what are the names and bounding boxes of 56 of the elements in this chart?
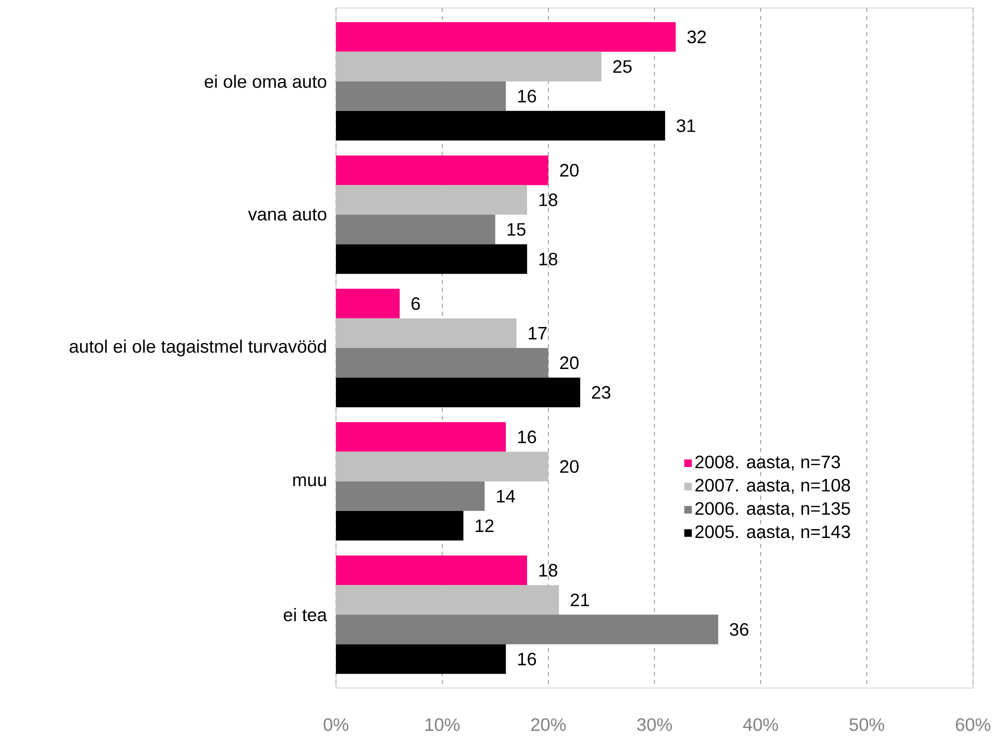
bar — [336, 155, 548, 186]
x-tick-label: 60% — [956, 718, 990, 731]
legend-label: 2008. aasta, n=73 — [695, 456, 840, 470]
x-tick-label: 50% — [850, 718, 884, 731]
legend-label: 2005. aasta, n=143 — [695, 525, 850, 540]
bar — [336, 510, 464, 541]
bar — [336, 185, 528, 215]
data-label: 18 — [539, 564, 558, 577]
data-label: 16 — [518, 430, 536, 444]
legend-label: 2007. aasta, n=108 — [695, 478, 850, 494]
data-label: 14 — [496, 490, 516, 502]
bar — [336, 452, 548, 482]
bar — [336, 481, 485, 511]
bar — [336, 348, 548, 378]
data-label: 12 — [476, 519, 494, 532]
bar — [336, 22, 676, 52]
bar — [336, 644, 506, 674]
bar — [336, 585, 559, 615]
data-label: 20 — [560, 164, 579, 177]
bar — [336, 214, 496, 244]
data-label: 6 — [412, 297, 420, 310]
bar — [336, 318, 516, 348]
bar — [336, 52, 602, 82]
x-tick-label: 0% — [324, 718, 348, 731]
data-label: 23 — [592, 386, 610, 399]
data-label: 25 — [613, 60, 632, 73]
y-tick-label: ei tea — [284, 608, 328, 622]
data-label: 16 — [518, 652, 536, 666]
data-label: 15 — [508, 223, 526, 236]
bar — [336, 81, 506, 111]
bar — [336, 555, 528, 586]
data-label: 36 — [730, 623, 748, 636]
data-label: 18 — [539, 193, 558, 206]
legend-label: 2006. aasta, n=135 — [695, 502, 850, 517]
data-label: 16 — [518, 90, 536, 102]
bar — [336, 614, 718, 644]
data-label: 17 — [528, 327, 547, 340]
bar — [336, 378, 580, 408]
y-tick-label: vana auto — [248, 208, 326, 221]
y-tick-label: autol ei ole tagaistmel turvavööd — [70, 340, 326, 356]
bar — [336, 422, 506, 452]
x-tick-label: 20% — [531, 718, 566, 731]
bar — [336, 110, 666, 141]
data-label: 32 — [687, 30, 706, 44]
x-tick-label: 40% — [743, 718, 778, 731]
x-tick-label: 30% — [637, 718, 672, 731]
data-label: 20 — [560, 356, 579, 370]
y-tick-label: muu — [293, 476, 326, 486]
x-tick-label: 10% — [426, 718, 460, 731]
bar — [336, 288, 400, 318]
data-label: 18 — [539, 252, 558, 266]
bar — [336, 244, 528, 274]
y-tick-label: ei ole oma auto — [204, 74, 326, 88]
data-label: 31 — [676, 119, 696, 132]
data-label: 21 — [570, 594, 590, 606]
data-label: 20 — [560, 460, 579, 473]
